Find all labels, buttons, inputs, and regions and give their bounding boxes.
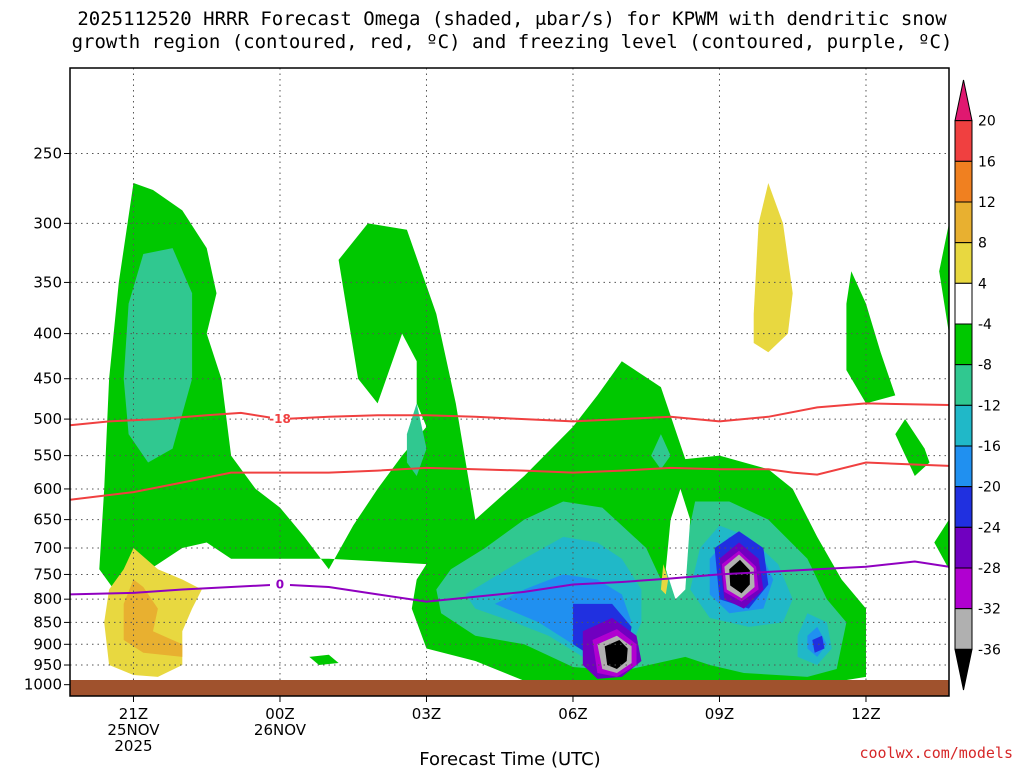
x-tick-label: 09Z [705, 705, 734, 723]
colorbar-bin [954, 404, 973, 447]
colorbar-bin [954, 608, 973, 650]
colorbar-bin [954, 120, 973, 162]
y-axis: 250 300 350 400 450 500 550 600 650 700 750 800 850 9… [24, 144, 70, 694]
y-tick-label: 900 [33, 635, 62, 653]
colorbar-label: -36 [978, 642, 1001, 658]
contour-line [70, 402, 949, 427]
colorbar-label: 4 [978, 276, 987, 292]
x-tick-label: 2025 [114, 737, 152, 755]
x-tick-label: 25NOV [107, 721, 160, 739]
colorbar-label: -32 [978, 602, 1001, 618]
omega-region [651, 434, 671, 470]
colorbar-label: -12 [978, 398, 1001, 414]
x-tick-label: 12Z [851, 705, 880, 723]
y-tick-label: 650 [33, 511, 62, 529]
contour-lines: -18 0 [70, 402, 949, 603]
credit-text: coolwx.com/models [859, 744, 1013, 762]
contour-label: -18 [269, 412, 291, 426]
x-tick-label: 21Z [119, 705, 148, 723]
contour-line [70, 461, 949, 501]
colorbar-bin [954, 201, 973, 244]
x-tick-label: 06Z [558, 705, 587, 723]
y-tick-label: 600 [33, 480, 62, 498]
colorbar-label: 8 [978, 236, 987, 252]
colorbar-label: 16 [978, 154, 996, 170]
chart-title: 2025112520 HRRR Forecast Omega (shaded, … [0, 8, 1024, 54]
y-tick-label: 450 [33, 370, 62, 388]
y-tick-label: 500 [33, 410, 62, 428]
chart-title-line2: growth region (contoured, red, ºC) and f… [71, 31, 953, 53]
y-tick-label: 750 [33, 565, 62, 583]
colorbar-bin [954, 323, 973, 366]
y-tick-label: 400 [33, 325, 62, 343]
omega-region [846, 271, 896, 404]
plot-area: -18 0 [70, 68, 949, 696]
plot-frame [69, 67, 950, 697]
colorbar-label: -8 [978, 358, 992, 374]
x-tick-label: 03Z [412, 705, 441, 723]
y-tick-label: 850 [33, 613, 62, 631]
omega-region [123, 248, 193, 463]
omega-region [309, 654, 339, 665]
colorbar-bin [954, 526, 973, 569]
omega-region [939, 223, 949, 334]
colorbar-label: -28 [978, 561, 1001, 577]
x-tick-label: 00Z [265, 705, 294, 723]
colorbar-bin [954, 160, 973, 203]
chart-title-line1: 2025112520 HRRR Forecast Omega (shaded, … [77, 8, 947, 30]
y-tick-label: 1000 [24, 676, 62, 694]
y-tick-label: 800 [33, 590, 62, 608]
colorbar-bin [954, 282, 973, 325]
omega-region [665, 488, 691, 600]
x-tick-label: 26NOV [254, 721, 307, 739]
omega-region [604, 640, 628, 669]
colorbar-label: -16 [978, 439, 1001, 455]
omega-region [753, 183, 793, 353]
omega-region [934, 519, 949, 570]
omega-region [406, 403, 427, 476]
colorbar: 20 16 12 8 4 -4 -8 -12 -16 -20 -24 -28 -32 -36 [954, 79, 1001, 691]
colorbar-bin [954, 648, 973, 691]
colorbar-bin [954, 567, 973, 610]
colorbar-bin [954, 79, 973, 122]
y-tick-label: 700 [33, 539, 62, 557]
colorbar-label: -4 [978, 317, 992, 333]
y-tick-label: 950 [33, 656, 62, 674]
omega-region [123, 579, 183, 657]
x-axis-title: Forecast Time (UTC) [419, 749, 600, 768]
y-tick-label: 350 [33, 273, 62, 291]
colorbar-label: -20 [978, 480, 1001, 496]
colorbar-bin [954, 445, 973, 488]
colorbar-label: 12 [978, 195, 996, 211]
colorbar-bin [954, 364, 973, 406]
y-tick-label: 300 [33, 214, 62, 232]
colorbar-bin [954, 242, 973, 284]
contour-label-bg [269, 577, 290, 591]
y-tick-label: 550 [33, 447, 62, 465]
omega-region [895, 419, 930, 476]
terrain-band [70, 680, 949, 696]
contour-label: 0 [276, 578, 284, 592]
contour-label-bg [269, 412, 290, 426]
y-tick-label: 250 [33, 144, 62, 162]
contour-line [70, 560, 949, 603]
omega-region [729, 559, 750, 594]
colorbar-label: -24 [978, 520, 1001, 536]
colorbar-label: 20 [978, 114, 996, 130]
colorbar-bin [954, 486, 973, 528]
